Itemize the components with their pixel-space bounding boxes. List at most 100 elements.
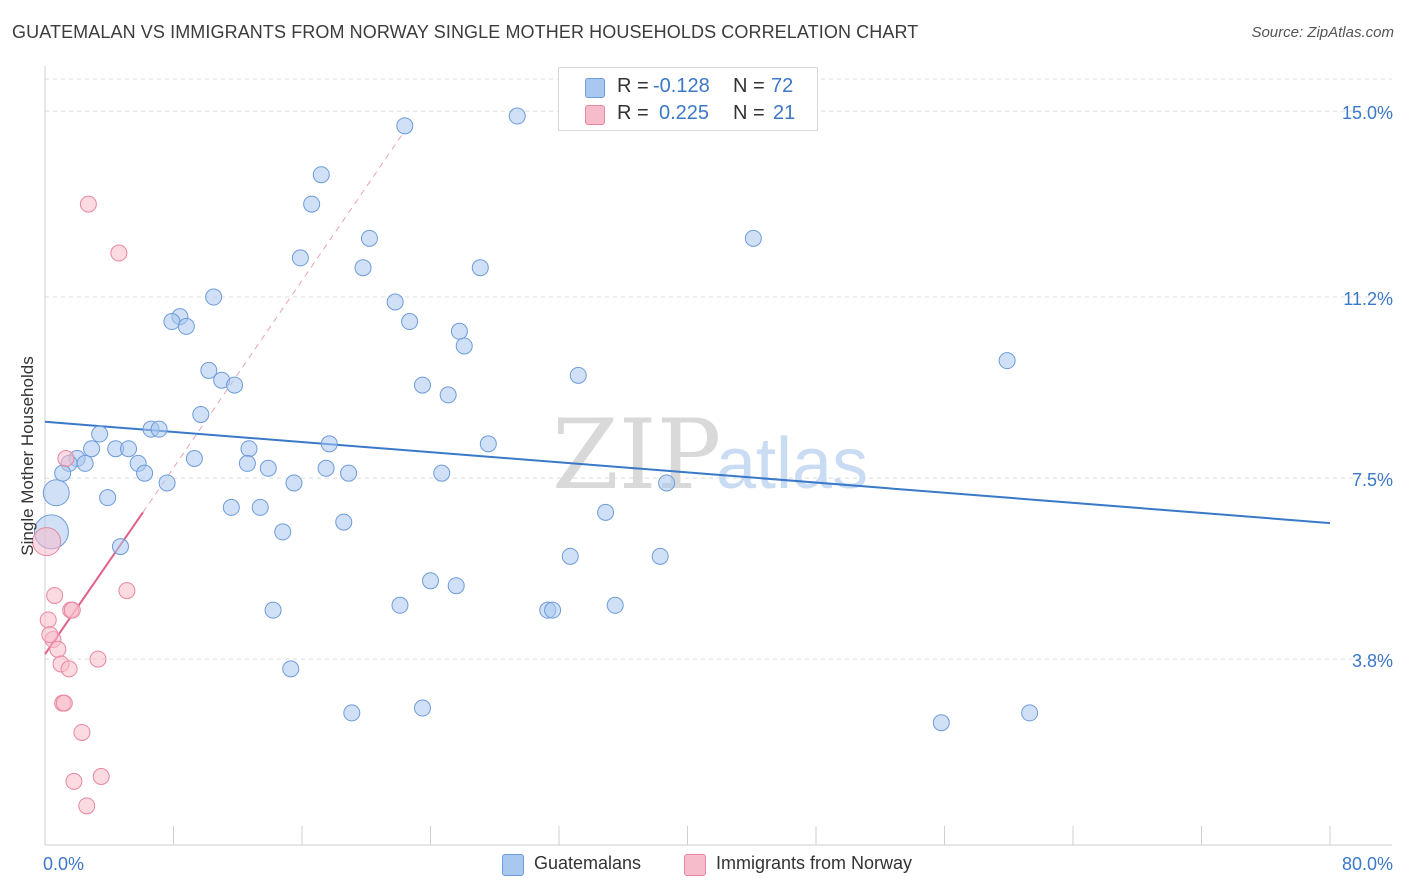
point-guatemalans bbox=[111, 538, 129, 556]
point-guatemalans bbox=[544, 601, 562, 619]
x-tick-label: 0.0% bbox=[43, 854, 84, 874]
watermark-atlas: atlas bbox=[716, 424, 868, 504]
trend-norway bbox=[44, 511, 144, 655]
point-guatemalans bbox=[606, 596, 624, 614]
legend-label-norway: Immigrants from Norway bbox=[716, 853, 913, 873]
point-guatemalans bbox=[83, 440, 101, 458]
legend-n-label: N = bbox=[733, 102, 765, 124]
point-guatemalans bbox=[264, 601, 282, 619]
point-guatemalans bbox=[447, 577, 465, 595]
point-guatemalans bbox=[163, 313, 181, 331]
point-guatemalans bbox=[651, 547, 669, 565]
point-guatemalans bbox=[200, 361, 218, 379]
point-guatemalans bbox=[998, 352, 1016, 370]
point-guatemalans bbox=[354, 259, 372, 277]
point-guatemalans bbox=[932, 714, 950, 732]
point-guatemalans bbox=[240, 440, 258, 458]
point-norway bbox=[78, 797, 96, 815]
y-tick-label: 7.5% bbox=[1352, 470, 1393, 490]
point-guatemalans bbox=[386, 293, 404, 311]
point-guatemalans bbox=[1021, 704, 1039, 722]
point-guatemalans bbox=[413, 376, 431, 394]
point-guatemalans bbox=[282, 660, 300, 678]
point-guatemalans bbox=[396, 117, 414, 135]
point-guatemalans bbox=[658, 474, 676, 492]
legend-r-label: R = bbox=[617, 102, 649, 124]
point-norway bbox=[60, 660, 78, 678]
point-guatemalans bbox=[479, 435, 497, 453]
point-guatemalans bbox=[401, 313, 419, 331]
watermark-zip: ZIP bbox=[552, 399, 721, 511]
point-guatemalans bbox=[120, 440, 138, 458]
point-norway bbox=[46, 586, 64, 604]
chart-source: Source: ZipAtlas.com bbox=[1251, 24, 1394, 41]
point-guatemalans bbox=[335, 513, 353, 531]
trend-guatemalans bbox=[44, 420, 1331, 525]
point-guatemalans bbox=[340, 464, 358, 482]
x-tick-label: 80.0% bbox=[1342, 854, 1393, 874]
point-guatemalans bbox=[222, 498, 240, 516]
point-norway bbox=[65, 772, 83, 790]
point-norway bbox=[110, 244, 128, 262]
trend-extension bbox=[142, 130, 406, 513]
legend-n-value: 21 bbox=[773, 102, 796, 124]
point-guatemalans bbox=[259, 459, 277, 477]
legend-label-guatemalans: Guatemalans bbox=[534, 853, 642, 873]
legend-r-label: R = bbox=[617, 75, 649, 97]
point-guatemalans bbox=[136, 464, 154, 482]
correlation-legend: R = -0.128 N = 72 R = 0.225 N = 21 bbox=[558, 67, 818, 131]
point-guatemalans bbox=[343, 704, 361, 722]
point-norway bbox=[41, 626, 59, 644]
legend-r-value: -0.128 bbox=[653, 75, 710, 97]
point-guatemalans bbox=[320, 435, 338, 453]
legend-swatch-guatemalans bbox=[585, 78, 605, 98]
point-guatemalans bbox=[439, 386, 457, 404]
y-axis-label: Single Mother Households bbox=[18, 356, 37, 556]
tick-labels: 3.8% 7.5% 11.2% 15.0% 0.0% 80.0% bbox=[43, 103, 1393, 874]
point-guatemalans bbox=[413, 699, 431, 717]
point-guatemalans bbox=[291, 249, 309, 267]
point-guatemalans bbox=[285, 474, 303, 492]
legend-n-value: 72 bbox=[771, 75, 794, 97]
point-guatemalans bbox=[99, 489, 117, 507]
y-tick-label: 3.8% bbox=[1352, 651, 1393, 671]
point-guatemalans bbox=[569, 366, 587, 384]
point-guatemalans bbox=[192, 405, 210, 423]
point-guatemalans bbox=[42, 479, 70, 507]
point-guatemalans bbox=[312, 166, 330, 184]
legend-r-value: 0.225 bbox=[659, 102, 710, 124]
data-points bbox=[32, 107, 1039, 815]
point-guatemalans bbox=[251, 498, 269, 516]
point-norway bbox=[79, 195, 97, 213]
point-norway bbox=[92, 768, 110, 786]
point-norway bbox=[39, 611, 57, 629]
point-guatemalans bbox=[274, 523, 292, 541]
point-norway bbox=[89, 650, 107, 668]
grid-lines bbox=[45, 78, 1392, 660]
point-guatemalans bbox=[391, 596, 409, 614]
point-norway bbox=[32, 527, 62, 557]
point-guatemalans bbox=[744, 229, 762, 247]
point-guatemalans bbox=[185, 450, 203, 467]
point-norway bbox=[118, 582, 136, 600]
point-guatemalans bbox=[54, 464, 72, 482]
point-guatemalans bbox=[471, 259, 489, 277]
legend-swatch-norway bbox=[684, 854, 706, 876]
point-guatemalans bbox=[317, 459, 335, 477]
axes bbox=[44, 66, 1392, 846]
point-norway bbox=[73, 723, 91, 741]
point-guatemalans bbox=[177, 317, 195, 335]
point-guatemalans bbox=[91, 425, 109, 443]
y-tick-label: 11.2% bbox=[1343, 289, 1393, 309]
point-guatemalans bbox=[76, 454, 94, 472]
point-guatemalans bbox=[226, 376, 244, 394]
legend-swatch-guatemalans bbox=[502, 854, 524, 876]
point-guatemalans bbox=[158, 474, 176, 492]
point-guatemalans bbox=[238, 454, 256, 472]
point-guatemalans bbox=[508, 107, 526, 125]
point-guatemalans bbox=[303, 195, 321, 213]
point-guatemalans bbox=[360, 229, 378, 247]
chart-title: GUATEMALAN VS IMMIGRANTS FROM NORWAY SIN… bbox=[12, 22, 919, 42]
point-guatemalans bbox=[455, 337, 473, 355]
